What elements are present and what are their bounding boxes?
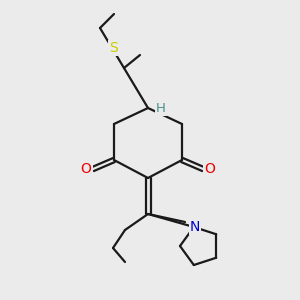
Text: O: O [205,162,215,176]
Text: N: N [190,220,200,234]
Text: O: O [81,162,92,176]
Text: S: S [109,41,117,55]
Text: H: H [156,101,166,115]
